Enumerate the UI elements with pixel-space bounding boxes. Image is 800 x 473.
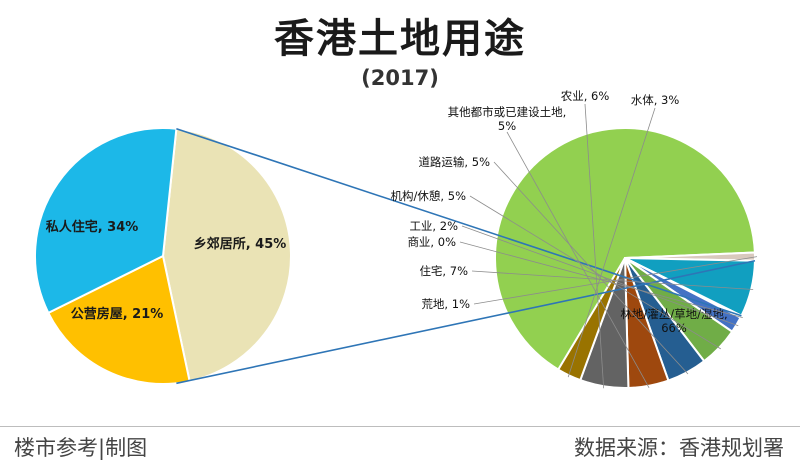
breakdown-pie-label-1: 公营房屋, 21% [71,306,164,322]
main-pie-label-9: 水体, 3% [631,93,680,107]
main-pie-label-3: 商业, 0% [407,235,456,249]
leader-line-4 [461,225,739,327]
leader-line-7 [506,131,650,388]
leader-line-6 [493,161,689,375]
breakdown-pie-slice-2 [34,127,178,314]
connector-line-top [176,127,742,317]
footer-source: 数据来源：香港规划署 [574,436,784,460]
main-pie-label-5: 机构/休憩, 5% [391,189,467,203]
breakdown-pie-label-0: 乡郊居所, 45% [194,236,287,252]
main-pie-label-2: 住宅, 7% [419,264,468,278]
footer-credit: 楼市参考|制图 [14,436,148,460]
chart-title: 香港土地用途 [274,16,526,62]
breakdown-pie-slice-0 [162,127,292,383]
leader-line-9 [567,107,656,378]
breakdown-pie-slice-1 [47,255,191,385]
main-pie-label-6: 道路运输, 5% [418,155,490,169]
footer-divider [0,426,800,427]
connector-line-bottom [176,259,756,385]
breakdown-pie-label-2: 私人住宅, 34% [46,219,139,235]
main-pie-label-1: 荒地, 1% [421,297,470,311]
main-pie-label-4: 工业, 2% [409,219,458,233]
chart-subtitle: (2017) [361,66,439,90]
main-pie-label-8: 农业, 6% [561,89,610,103]
leader-line-8 [584,103,605,389]
main-pie-label-7: 其他都市或已建设土地, 5% [448,105,567,133]
main-pie-slice-0 [494,126,756,372]
